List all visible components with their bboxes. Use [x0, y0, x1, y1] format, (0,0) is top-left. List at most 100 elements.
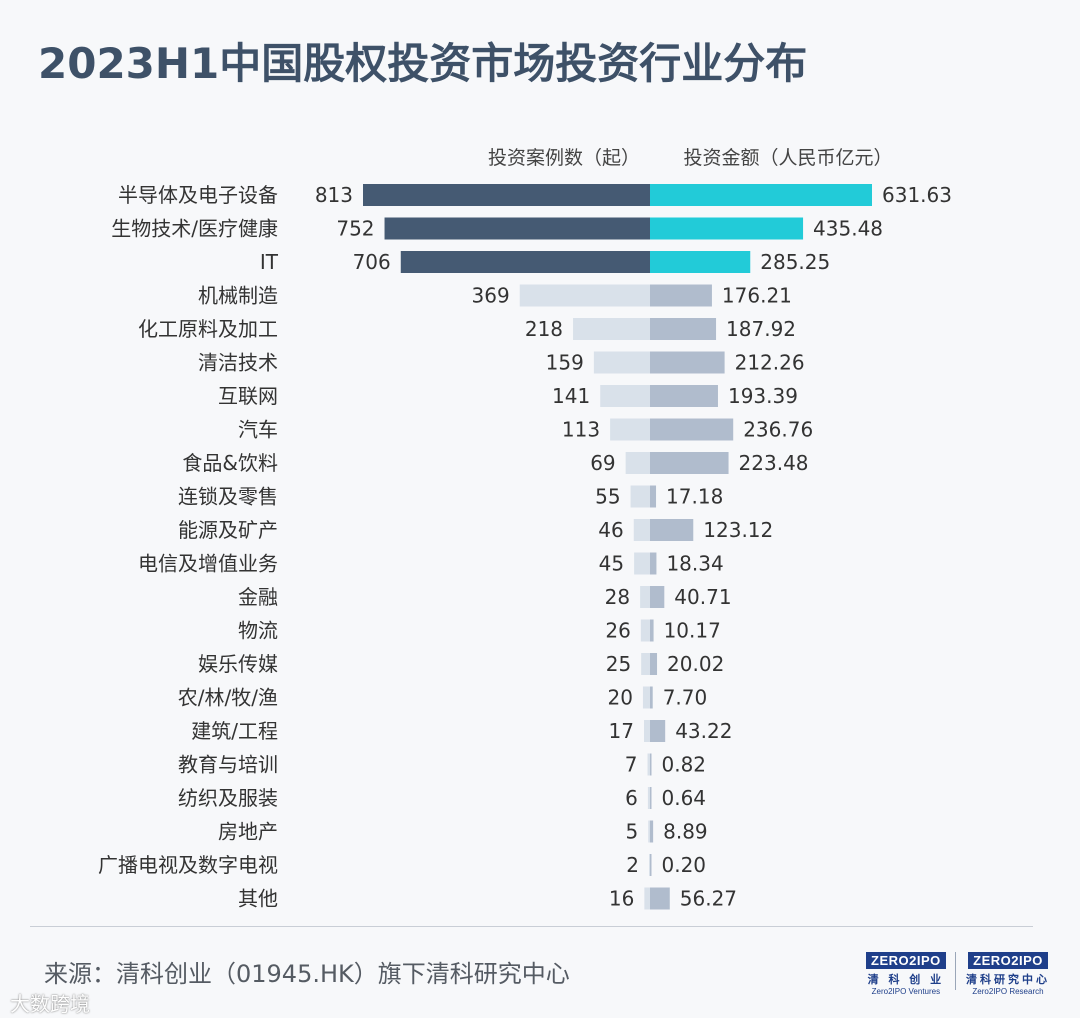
category-label: 半导体及电子设备 — [118, 183, 278, 207]
count-value-label: 55 — [595, 485, 620, 509]
category-label: 清洁技术 — [198, 351, 278, 375]
category-label: 化工原料及加工 — [138, 317, 278, 341]
amount-value-label: 0.64 — [662, 786, 707, 810]
amount-bar — [650, 318, 717, 340]
count-value-label: 113 — [562, 418, 600, 442]
category-label: 互联网 — [218, 384, 278, 408]
amount-bar — [650, 887, 670, 910]
category-label: 机械制造 — [198, 284, 278, 308]
count-value-label: 141 — [552, 384, 590, 408]
category-label: 娱乐传媒 — [198, 652, 278, 676]
amount-bar — [650, 284, 712, 307]
count-bar — [593, 351, 650, 374]
count-bar — [648, 820, 650, 843]
amount-bar — [650, 552, 657, 575]
amount-value-label: 43.22 — [675, 719, 732, 743]
category-label: 物流 — [238, 619, 278, 643]
amount-value-label: 8.89 — [663, 820, 708, 844]
count-bar — [573, 318, 650, 340]
count-value-label: 45 — [599, 552, 624, 576]
amount-bar — [650, 485, 657, 508]
count-value-label: 26 — [605, 619, 630, 643]
amount-value-label: 123.12 — [703, 518, 773, 542]
count-bar — [643, 720, 650, 742]
count-bar — [642, 686, 650, 709]
category-label: 金融 — [238, 585, 278, 609]
count-value-label: 369 — [472, 284, 510, 308]
count-value-label: 69 — [590, 451, 615, 475]
count-bar — [640, 619, 650, 642]
count-bar — [641, 653, 650, 675]
amount-bar — [650, 753, 652, 776]
amount-value-label: 187.92 — [726, 317, 796, 341]
count-bar — [625, 452, 650, 474]
amount-value-label: 18.34 — [666, 552, 723, 576]
right-series-header: 投资金额（人民币亿元） — [683, 147, 892, 169]
category-label: 广播电视及数字电视 — [98, 853, 278, 877]
category-label: 汽车 — [238, 418, 278, 442]
count-value-label: 28 — [605, 585, 630, 609]
amount-value-label: 17.18 — [666, 485, 723, 509]
amount-bar — [650, 854, 652, 876]
count-bar — [600, 385, 650, 407]
zero2ipo-ventures-logo: ZERO2IPO 清 科 创 业 Zero2IPO Ventures — [866, 950, 946, 996]
count-value-label: 159 — [546, 351, 584, 375]
amount-value-label: 0.20 — [662, 853, 707, 877]
amount-bar — [650, 586, 665, 608]
footer-divider — [30, 926, 1033, 927]
category-label: 其他 — [238, 887, 278, 911]
amount-value-label: 435.48 — [813, 217, 883, 241]
amount-value-label: 40.71 — [674, 585, 731, 609]
amount-value-label: 56.27 — [680, 887, 737, 911]
count-bar — [384, 217, 650, 240]
amount-value-label: 10.17 — [664, 619, 721, 643]
amount-value-label: 236.76 — [743, 418, 813, 442]
category-label: 生物技术/医疗健康 — [111, 217, 278, 241]
amount-value-label: 223.48 — [739, 451, 809, 475]
count-bar — [519, 284, 650, 307]
count-value-label: 16 — [609, 887, 634, 911]
zero2ipo-research-logo: ZERO2IPO 清科研究中心 Zero2IPO Research — [966, 950, 1050, 996]
amount-value-label: 285.25 — [760, 250, 830, 274]
amount-bar — [650, 820, 654, 843]
count-value-label: 46 — [598, 518, 623, 542]
amount-bar — [650, 385, 718, 407]
amount-bar — [650, 787, 652, 809]
count-value-label: 5 — [626, 820, 639, 844]
category-label: 连锁及零售 — [178, 485, 278, 509]
logo-cn-text: 清 科 创 业 — [867, 973, 945, 986]
source-note: 来源：清科创业（01945.HK）旗下清科研究中心 — [44, 960, 570, 988]
amount-bar — [650, 619, 654, 642]
count-value-label: 752 — [336, 217, 374, 241]
logo-box-text: ZERO2IPO — [866, 952, 946, 969]
category-label: 农/林/牧/渔 — [178, 686, 278, 710]
amount-bar — [650, 217, 804, 240]
watermark: 大数跨境 — [10, 992, 90, 1016]
category-label: 食品&饮料 — [182, 451, 278, 475]
diverging-bar-chart: 投资案例数（起） 投资金额（人民币亿元） 半导体及电子设备 813 631.63 生物技术… — [98, 147, 952, 911]
count-value-label: 813 — [315, 183, 353, 207]
left-series-header: 投资案例数（起） — [488, 147, 640, 169]
count-value-label: 25 — [606, 652, 631, 676]
category-label: 房地产 — [218, 820, 278, 844]
amount-value-label: 212.26 — [735, 351, 805, 375]
logo-cn-text: 清科研究中心 — [966, 973, 1050, 986]
category-label: 能源及矿产 — [178, 518, 278, 542]
category-label: 电信及增值业务 — [138, 552, 278, 576]
chart-title: 2023H1中国股权投资市场投资行业分布 — [38, 39, 808, 88]
amount-value-label: 0.82 — [662, 753, 707, 777]
count-value-label: 7 — [625, 753, 638, 777]
amount-value-label: 20.02 — [667, 652, 724, 676]
count-bar — [649, 854, 650, 876]
count-bar — [640, 586, 650, 608]
logo-en-text: Zero2IPO Research — [972, 987, 1044, 996]
amount-bar — [650, 452, 729, 474]
count-value-label: 2 — [626, 853, 639, 877]
amount-bar — [650, 653, 658, 675]
count-bar — [400, 251, 650, 273]
amount-bar — [650, 184, 872, 206]
amount-value-label: 176.21 — [722, 284, 792, 308]
category-label: 建筑/工程 — [191, 719, 278, 743]
amount-value-label: 7.70 — [663, 686, 708, 710]
count-bar — [363, 184, 650, 206]
